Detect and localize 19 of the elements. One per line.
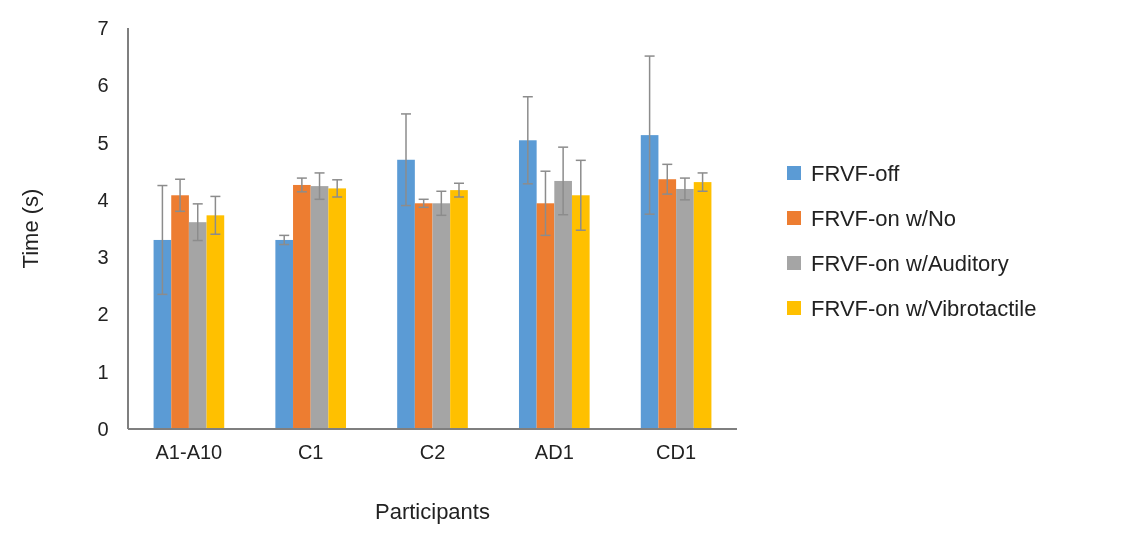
x-tick-label: CD1 xyxy=(656,441,697,463)
x-tick-label: C1 xyxy=(297,441,324,463)
x-tick-label: A1-A10 xyxy=(155,441,223,463)
legend-label: FRVF-off xyxy=(811,160,901,186)
y-tick-label: 2 xyxy=(97,303,109,326)
y-tick-label: 7 xyxy=(97,17,109,39)
legend-label: FRVF-on w/No xyxy=(811,205,957,231)
x-tick-label: AD1 xyxy=(534,441,574,463)
y-tick-label: 1 xyxy=(97,360,109,383)
x-axis-title: Participants xyxy=(375,499,490,524)
y-tick-label: 0 xyxy=(97,418,109,440)
y-tick-label: 4 xyxy=(97,188,109,211)
y-tick-label: 5 xyxy=(97,131,109,154)
y-axis-title: Time (s) xyxy=(18,188,43,269)
x-tick-label: C2 xyxy=(419,441,446,463)
legend-label: FRVF-on w/Auditory xyxy=(811,250,1009,276)
legend-label: FRVF-on w/Vibrotactile xyxy=(811,295,1037,321)
y-tick-label: 6 xyxy=(97,74,109,97)
y-tick-label: 3 xyxy=(97,246,109,269)
